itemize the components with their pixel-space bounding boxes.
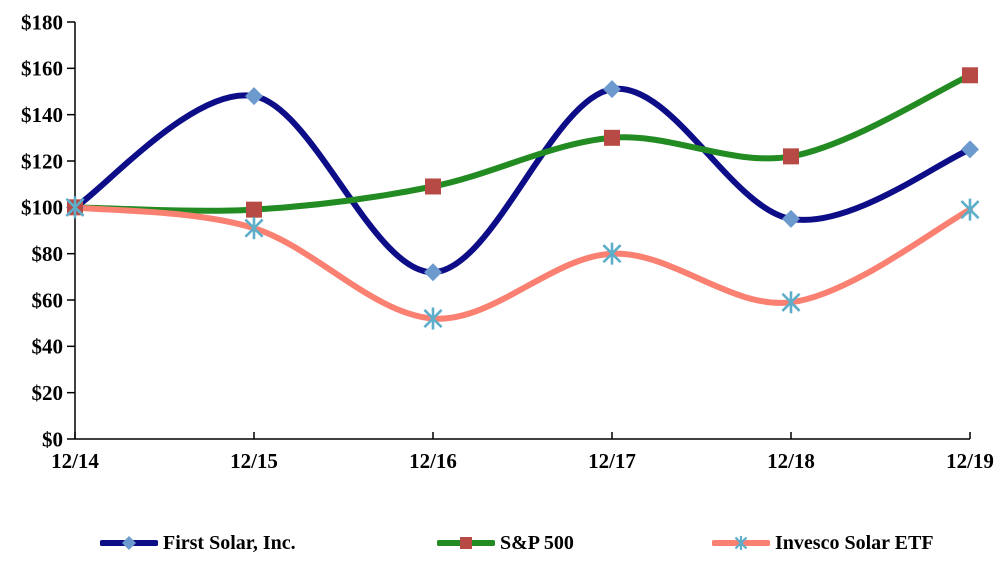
x-axis-label: 12/16 [409,449,457,473]
legend-label-sp500: S&P 500 [500,532,574,554]
series-line [72,204,973,322]
series-line [72,72,973,214]
x-axis-label: 12/17 [588,449,636,473]
y-axis-label: $20 [32,381,64,405]
square-marker [246,201,262,218]
y-axis-label: $160 [21,57,63,81]
asterisk-marker [960,200,980,220]
diamond-marker [424,263,442,282]
square-marker [425,178,441,195]
y-axis-label: $40 [32,335,64,359]
asterisk-marker [423,309,443,329]
legend-item-invesco: Invesco Solar ETF [712,531,934,555]
y-axis-label: $100 [21,196,63,220]
y-axis-label: $80 [32,242,64,266]
legend-label-invesco: Invesco Solar ETF [775,532,934,554]
legend-swatch-diamond-line [100,536,158,550]
square-icon [460,537,472,549]
plot-area: $0 $20 $40 $60 $80 $100 $120 $140 $160 $180 12/14 1… [21,10,994,473]
diamond-marker [782,209,800,228]
asterisk-icon [734,536,748,550]
square-marker [962,67,978,84]
x-axis-label: 12/15 [230,449,278,473]
x-axis-label: 12/19 [946,449,994,473]
legend-swatch-asterisk-line [712,536,770,550]
y-axis-label: $60 [32,288,64,312]
x-axis-label: 12/14 [51,449,99,473]
diamond-marker [961,140,979,159]
legend-item-first-solar: First Solar, Inc. [100,531,296,555]
legend-swatch-square-line [437,537,495,549]
square-marker [604,129,620,146]
asterisk-marker [244,218,264,238]
y-axis-label: $120 [21,149,63,173]
diamond-icon [122,536,136,550]
y-axis-label: $180 [21,10,63,34]
asterisk-marker [65,197,85,217]
square-marker [783,148,799,165]
diamond-marker [603,80,621,99]
series-line [72,86,973,276]
legend-label-first-solar: First Solar, Inc. [163,532,296,554]
asterisk-marker [781,292,801,312]
y-axis-label: $0 [42,427,63,451]
x-axis-label: 12/18 [767,449,815,473]
y-axis-label: $140 [21,103,63,127]
diamond-marker [245,87,263,106]
asterisk-marker [602,244,622,264]
chart-legend: First Solar, Inc. S&P 500 Invesco Solar … [0,531,1008,557]
legend-item-sp500: S&P 500 [437,531,574,555]
